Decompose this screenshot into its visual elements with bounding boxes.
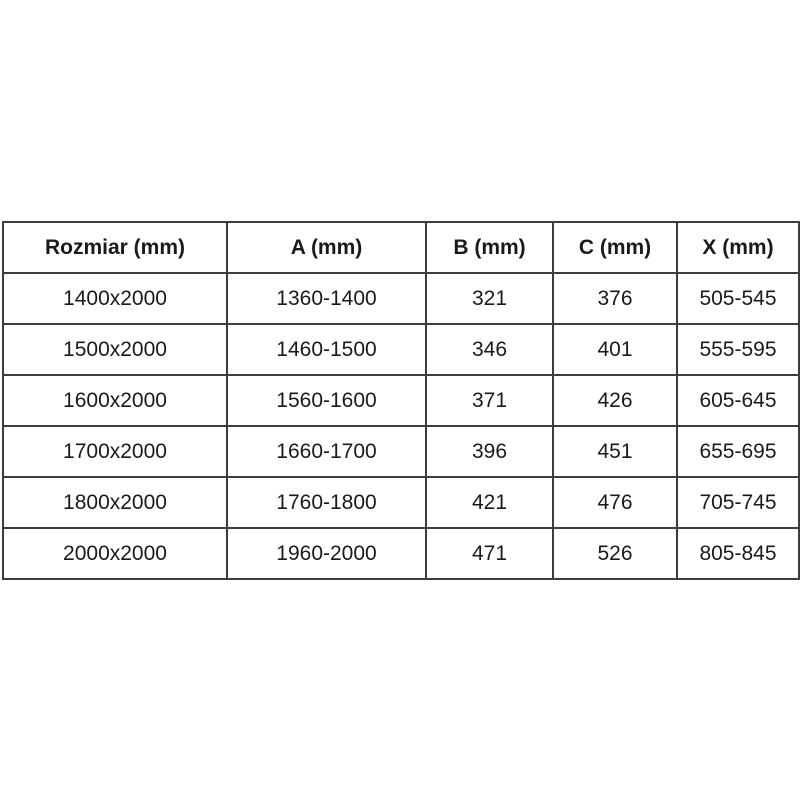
table-cell-a: 1460-1500 <box>226 323 427 376</box>
table-cell-b: 471 <box>425 527 554 580</box>
table-cell-a: 1960-2000 <box>226 527 427 580</box>
table-cell-c: 526 <box>552 527 678 580</box>
table-row: 1800x2000 1760-1800 421 476 705-745 <box>2 476 800 529</box>
table-header-row: Rozmiar (mm) A (mm) B (mm) C (mm) X (mm) <box>2 221 800 274</box>
table-cell-rozmiar: 1600x2000 <box>2 374 228 427</box>
table-cell-rozmiar: 2000x2000 <box>2 527 228 580</box>
table-row: 1500x2000 1460-1500 346 401 555-595 <box>2 323 800 376</box>
table-cell-x: 805-845 <box>676 527 800 580</box>
table-cell-x: 605-645 <box>676 374 800 427</box>
table-row: 1400x2000 1360-1400 321 376 505-545 <box>2 272 800 325</box>
table-cell-c: 401 <box>552 323 678 376</box>
table-cell-rozmiar: 1400x2000 <box>2 272 228 325</box>
table-cell-a: 1760-1800 <box>226 476 427 529</box>
table-row: 1600x2000 1560-1600 371 426 605-645 <box>2 374 800 427</box>
table-cell-x: 705-745 <box>676 476 800 529</box>
table-row: 2000x2000 1960-2000 471 526 805-845 <box>2 527 800 580</box>
table-cell-a: 1660-1700 <box>226 425 427 478</box>
table-row: 1700x2000 1660-1700 396 451 655-695 <box>2 425 800 478</box>
column-header-x: X (mm) <box>676 221 800 274</box>
column-header-b: B (mm) <box>425 221 554 274</box>
table-cell-x: 555-595 <box>676 323 800 376</box>
table-cell-c: 426 <box>552 374 678 427</box>
table-cell-b: 371 <box>425 374 554 427</box>
size-specification-table: Rozmiar (mm) A (mm) B (mm) C (mm) X (mm)… <box>2 221 800 580</box>
table-cell-rozmiar: 1800x2000 <box>2 476 228 529</box>
table-cell-c: 476 <box>552 476 678 529</box>
table-cell-b: 396 <box>425 425 554 478</box>
table-cell-c: 451 <box>552 425 678 478</box>
table-cell-a: 1560-1600 <box>226 374 427 427</box>
table-cell-a: 1360-1400 <box>226 272 427 325</box>
table-cell-b: 421 <box>425 476 554 529</box>
column-header-c: C (mm) <box>552 221 678 274</box>
column-header-rozmiar: Rozmiar (mm) <box>2 221 228 274</box>
table-cell-b: 321 <box>425 272 554 325</box>
table-cell-x: 505-545 <box>676 272 800 325</box>
table-cell-b: 346 <box>425 323 554 376</box>
table-cell-rozmiar: 1700x2000 <box>2 425 228 478</box>
column-header-a: A (mm) <box>226 221 427 274</box>
table-cell-rozmiar: 1500x2000 <box>2 323 228 376</box>
table-cell-c: 376 <box>552 272 678 325</box>
table-cell-x: 655-695 <box>676 425 800 478</box>
